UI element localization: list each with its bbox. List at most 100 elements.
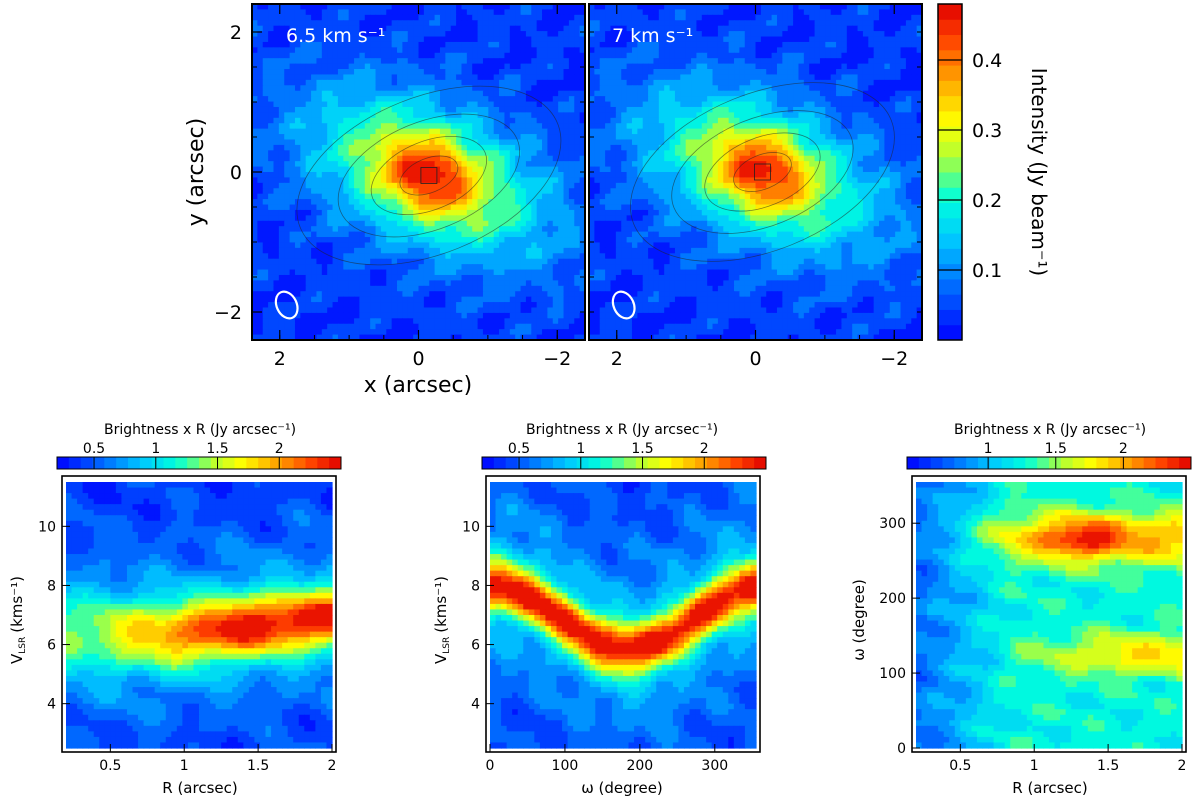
map_6p5-cell — [380, 182, 387, 189]
map_6p5-cell — [472, 253, 479, 260]
map_6p5-cell — [439, 150, 446, 157]
map_6p5-cell — [493, 291, 500, 298]
map_7-cell — [787, 47, 794, 54]
map_6p5-cell — [563, 36, 570, 43]
map_6p5-cell — [300, 25, 307, 32]
map_6p5-cell — [413, 101, 420, 108]
map_7-cell — [610, 52, 617, 59]
map_6p5-cell — [439, 204, 446, 211]
map_7-cell — [814, 4, 821, 11]
map_6p5-cell — [558, 58, 565, 65]
map_6p5-cell — [397, 139, 403, 146]
map_6p5-cell — [343, 128, 350, 135]
map_6p5-cell — [536, 155, 543, 162]
map_6p5-cell — [364, 90, 371, 97]
map_6p5-cell — [563, 226, 570, 233]
map_7-cell — [841, 41, 848, 48]
map_6p5-cell — [268, 155, 275, 162]
map_7-cell — [825, 85, 832, 92]
map_6p5-cell — [418, 215, 425, 222]
map_6p5-cell — [429, 274, 436, 281]
map_7-cell — [744, 96, 751, 103]
map_6p5-cell — [413, 25, 420, 32]
map_6p5-cell — [311, 161, 318, 168]
map_7-cell — [734, 69, 740, 76]
map_6p5-cell — [488, 253, 495, 260]
map_6p5-cell — [434, 155, 441, 162]
map_7-cell — [626, 25, 633, 32]
map_7-cell — [825, 25, 832, 32]
map_6p5-cell — [327, 117, 334, 124]
map_7-cell — [739, 74, 746, 81]
map_6p5-cell — [386, 134, 393, 141]
map_6p5-cell — [252, 296, 258, 303]
map_6p5-cell — [311, 9, 318, 16]
map_6p5-cell — [364, 41, 371, 48]
map_6p5-cell — [252, 253, 258, 260]
map_6p5-cell — [354, 220, 361, 227]
map_6p5-cell — [536, 182, 543, 189]
map_6p5-cell — [354, 79, 361, 86]
map_6p5-cell — [257, 150, 264, 157]
map_7-cell — [782, 20, 789, 27]
map_6p5-cell — [434, 204, 441, 211]
map_7-cell — [658, 31, 665, 38]
map_6p5-cell — [278, 79, 285, 86]
map_6p5-cell — [558, 247, 565, 254]
map_6p5-cell — [515, 63, 522, 70]
map_6p5-cell — [407, 182, 414, 189]
map_6p5-cell — [268, 79, 275, 86]
map_6p5-cell — [273, 177, 280, 184]
map_6p5-cell — [472, 79, 479, 86]
map_7-cell — [648, 4, 655, 11]
map_6p5-cell — [450, 25, 457, 32]
map_6p5-cell — [257, 296, 264, 303]
map_6p5-cell — [332, 199, 339, 206]
map_7-cell — [648, 58, 655, 65]
map_6p5-cell — [574, 220, 581, 227]
map_6p5-cell — [386, 47, 393, 54]
map_6p5-cell — [397, 318, 403, 325]
map_6p5-cell — [493, 231, 500, 238]
map_6p5-cell — [439, 14, 446, 21]
map_6p5-cell — [397, 134, 403, 141]
map_7-cell — [862, 36, 869, 43]
map_6p5-cell — [461, 69, 468, 76]
map_6p5-cell — [364, 58, 371, 65]
map_6p5-cell — [456, 329, 463, 336]
map_6p5-cell — [472, 106, 479, 113]
map_6p5-cell — [359, 204, 366, 211]
map_6p5-cell — [515, 9, 522, 16]
map_6p5-cell — [520, 220, 527, 227]
map_6p5-cell — [407, 144, 414, 151]
map_6p5-cell — [563, 155, 570, 162]
map_6p5-cell — [450, 307, 457, 314]
map_6p5-cell — [300, 269, 307, 276]
map_6p5-cell — [268, 323, 275, 330]
map_7-cell — [615, 52, 622, 59]
map_6p5-cell — [434, 291, 441, 298]
map_6p5-cell — [509, 226, 516, 233]
map_6p5-cell — [574, 199, 581, 206]
map_7-cell — [905, 85, 912, 92]
map_7-cell — [895, 41, 902, 48]
map_6p5-cell — [311, 134, 318, 141]
map_6p5-cell — [380, 231, 387, 238]
map_6p5-cell — [289, 112, 296, 119]
map_7-cell — [825, 4, 832, 11]
map_7-cell — [766, 52, 773, 59]
map_6p5-cell — [343, 285, 350, 292]
map_6p5-cell — [509, 4, 516, 11]
map_6p5-cell — [461, 247, 468, 254]
map_6p5-cell — [397, 291, 403, 298]
map_6p5-cell — [278, 166, 285, 173]
map_6p5-cell — [257, 253, 264, 260]
map_6p5-cell — [536, 69, 543, 76]
map_6p5-cell — [531, 9, 538, 16]
map_6p5-cell — [439, 220, 446, 227]
map_6p5-cell — [434, 318, 441, 325]
map_6p5-cell — [493, 182, 500, 189]
map_6p5-cell — [445, 123, 452, 130]
map_6p5-cell — [509, 31, 516, 38]
map_6p5-cell — [300, 199, 307, 206]
